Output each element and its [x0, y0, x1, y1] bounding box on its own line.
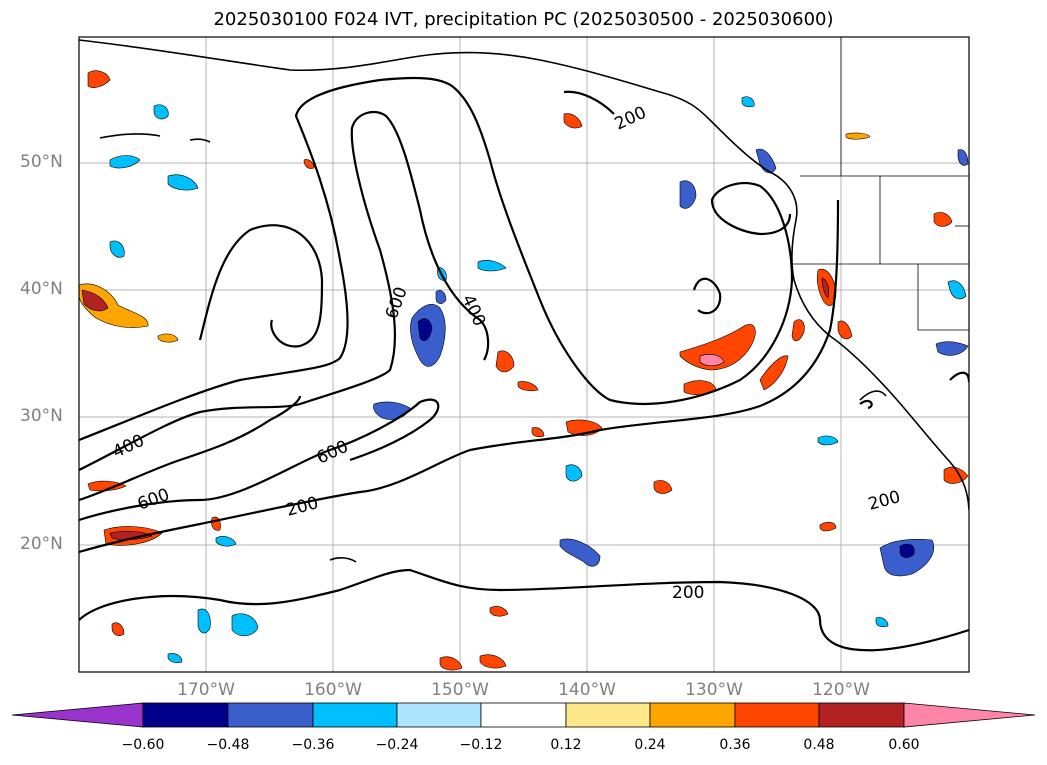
- colorbar-tick: 0.60: [888, 737, 920, 753]
- colorbar-bin: [649, 702, 736, 728]
- lon-label-120w: 120°W: [812, 680, 870, 700]
- contour-label: 200: [672, 583, 704, 603]
- lat-label-30n: 30°N: [20, 406, 63, 426]
- colorbar-bin: [565, 702, 651, 728]
- colorbar-bin: [396, 702, 482, 728]
- colorbar-under-triangle: [11, 702, 144, 728]
- map-background: [79, 37, 969, 672]
- lon-label-130w: 130°W: [685, 680, 743, 700]
- colorbar-tick: −0.12: [459, 737, 503, 753]
- colorbar-bin: [312, 702, 398, 728]
- lat-label-40n: 40°N: [20, 279, 63, 299]
- colorbar-bin: [734, 702, 820, 728]
- colorbar-tick: 0.36: [719, 737, 751, 753]
- colorbar-tick: −0.36: [291, 737, 335, 753]
- colorbar-tick: −0.48: [206, 737, 250, 753]
- map-frame: [78, 36, 970, 673]
- coastlines: [79, 39, 969, 563]
- colorbar-tick: 0.48: [803, 737, 835, 753]
- lon-label-140w: 140°W: [558, 680, 616, 700]
- lat-label-20n: 20°N: [20, 534, 63, 554]
- colorbar-bin: [480, 702, 567, 728]
- colorbar-tick: 0.24: [634, 737, 666, 753]
- colorbar-tick: −0.60: [121, 737, 165, 753]
- colorbar-bin: [142, 702, 229, 728]
- colorbar-over-triangle: [903, 702, 1036, 728]
- borders: [790, 37, 969, 331]
- colorbar-tick: 0.12: [550, 737, 582, 753]
- colorbar: [11, 702, 1036, 728]
- precip-negative-patches: [109, 96, 969, 664]
- colorbar-tick: −0.24: [375, 737, 419, 753]
- lon-label-160w: 160°W: [304, 680, 362, 700]
- colorbar-bin: [818, 702, 905, 728]
- map-title: 2025030100 F024 IVT, precipitation PC (2…: [213, 9, 834, 30]
- lat-label-50n: 50°N: [20, 152, 63, 172]
- lon-label-150w: 150°W: [431, 680, 489, 700]
- lon-label-170w: 170°W: [177, 680, 235, 700]
- colorbar-bin: [227, 702, 314, 728]
- ivt-contours: [79, 76, 969, 652]
